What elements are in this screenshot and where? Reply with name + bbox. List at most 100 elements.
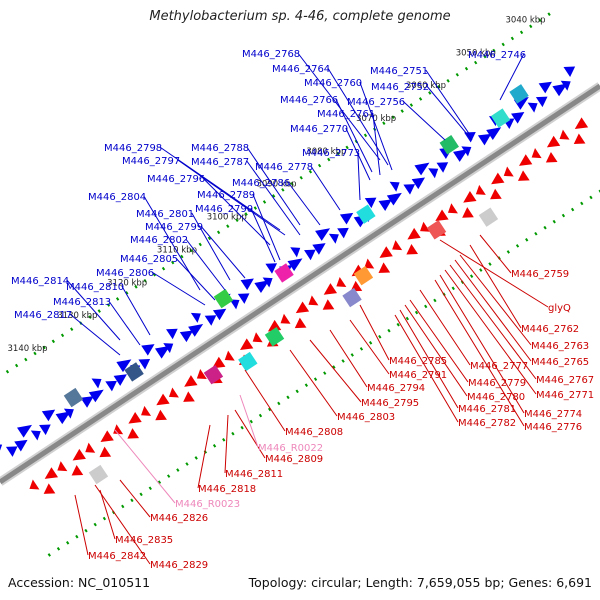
forward-gene-label: M446_2768 <box>242 49 300 60</box>
feature-block <box>274 263 294 283</box>
gene-arrow <box>113 374 127 386</box>
gene-arrow <box>280 313 291 324</box>
gene-arrow <box>295 301 310 314</box>
reverse-gene-label: M446_2759 <box>511 269 569 280</box>
forward-gene-label: M446_2766 <box>280 95 338 106</box>
rna-label-line <box>239 394 259 448</box>
gene-arrow <box>407 227 421 240</box>
tick-label: 3120 kbp <box>107 278 147 288</box>
gene-arrow <box>527 102 538 113</box>
reverse-gene-label: M446_2803 <box>337 412 395 423</box>
gene-arrow <box>503 166 514 177</box>
forward-label-line <box>177 159 286 236</box>
forward-gene-label: M446_2798 <box>104 143 162 154</box>
gene-arrow <box>392 240 403 251</box>
tick-label: 3130 kbp <box>57 311 97 321</box>
forward-label-line <box>250 207 276 263</box>
gene-arrow <box>224 350 235 361</box>
gene-arrow <box>538 81 552 94</box>
gene-arrow <box>436 162 449 173</box>
forward-label-line <box>297 52 381 161</box>
reverse-label-line <box>329 329 368 388</box>
gene-arrow <box>100 430 114 443</box>
forward-label-line <box>499 53 525 101</box>
feature-block <box>353 265 374 286</box>
reverse-label-line <box>119 479 151 518</box>
forward-gene-label: M446_2787 <box>191 157 249 168</box>
gene-arrow <box>212 308 227 321</box>
backbone-line <box>0 83 600 485</box>
tick-label: 3050 kbp <box>456 48 496 58</box>
reverse-gene-label: M446_2835 <box>115 535 173 546</box>
forward-gene-label: M446_2817 <box>14 310 72 321</box>
gene-arrow <box>105 380 117 392</box>
reverse-label-line <box>99 489 116 540</box>
reverse-label-line <box>197 424 211 489</box>
reverse-gene-label: M446_2811 <box>225 469 283 480</box>
gene-arrow <box>574 117 589 129</box>
gene-arrow <box>55 411 71 425</box>
reverse-gene-label: M446_2779 <box>468 378 526 389</box>
gene-arrow <box>477 133 492 146</box>
reverse-label-line <box>399 309 459 409</box>
gene-arrow <box>141 405 152 416</box>
gene-arrow <box>378 199 392 212</box>
gene-arrow <box>531 148 542 159</box>
gene-arrow <box>254 280 270 293</box>
feature-block <box>426 220 447 240</box>
forward-gene-label: M446_2813 <box>53 297 111 308</box>
reverse-gene-label: glyQ <box>548 303 571 314</box>
reverse-label-line <box>309 339 362 403</box>
gene-arrow <box>184 375 198 387</box>
gene-arrow <box>155 409 167 421</box>
tick-label: 3100 kbp <box>207 213 247 223</box>
forward-gene-label: M446_2778 <box>255 162 313 173</box>
forward-label-line <box>66 279 121 341</box>
gene-arrow <box>5 446 18 457</box>
forward-label-line <box>287 181 321 226</box>
gene-arrow <box>364 258 375 269</box>
reverse-gene-label: M446_2765 <box>531 357 589 368</box>
feature-block <box>124 362 144 382</box>
gene-arrow <box>29 479 40 490</box>
forward-label-line <box>108 300 141 346</box>
gene-arrow <box>229 299 240 310</box>
reverse-label-line <box>94 484 151 565</box>
gene-arrow <box>294 317 307 329</box>
gene-arrow <box>166 328 178 340</box>
gene-arrow <box>0 444 3 451</box>
gene-arrow <box>573 133 586 145</box>
gene-arrow <box>240 278 254 291</box>
backbone-group <box>0 82 600 486</box>
gene-arrow <box>262 277 273 288</box>
tick-label: 3110 kbp <box>157 245 197 255</box>
gene-arrow <box>563 66 576 77</box>
gene-arrow <box>265 263 278 274</box>
gene-arrow <box>190 312 201 323</box>
forward-gene-label: M446_2761 <box>317 109 375 120</box>
reverse-gene-label: M446_2776 <box>524 422 582 433</box>
forward-gene-label: M446_2756 <box>347 97 405 108</box>
gene-arrow <box>475 184 486 195</box>
gene-arrow <box>545 151 558 163</box>
reverse-label-line <box>419 289 471 366</box>
forward-label-line <box>402 100 446 141</box>
forward-label-line <box>200 225 246 279</box>
gene-arrow <box>91 378 102 389</box>
reverse-gene-label: M446_2794 <box>367 383 425 394</box>
tick-marks-group: 3040 kbp 3050 kbp 3060 kbp 3070 kbp 3080 kbp… <box>0 11 600 557</box>
reverse-gene-label: M446_2808 <box>285 427 343 438</box>
gene-arrow <box>240 338 254 350</box>
forward-gene-label: M446_2805 <box>120 254 178 265</box>
gene-arrow <box>315 228 331 241</box>
gene-arrow <box>428 168 439 179</box>
gene-arrow <box>39 424 51 436</box>
gene-arrow <box>322 299 335 310</box>
feature-block <box>88 464 109 485</box>
gene-arrow <box>490 188 502 200</box>
rna-gene-label: M446_R0023 <box>175 499 240 510</box>
reverse-label-line <box>359 304 390 361</box>
reverse-gene-label: M446_2780 <box>467 392 525 403</box>
forward-label-line <box>359 81 393 171</box>
reverse-gene-label: M446_2782 <box>458 418 516 429</box>
